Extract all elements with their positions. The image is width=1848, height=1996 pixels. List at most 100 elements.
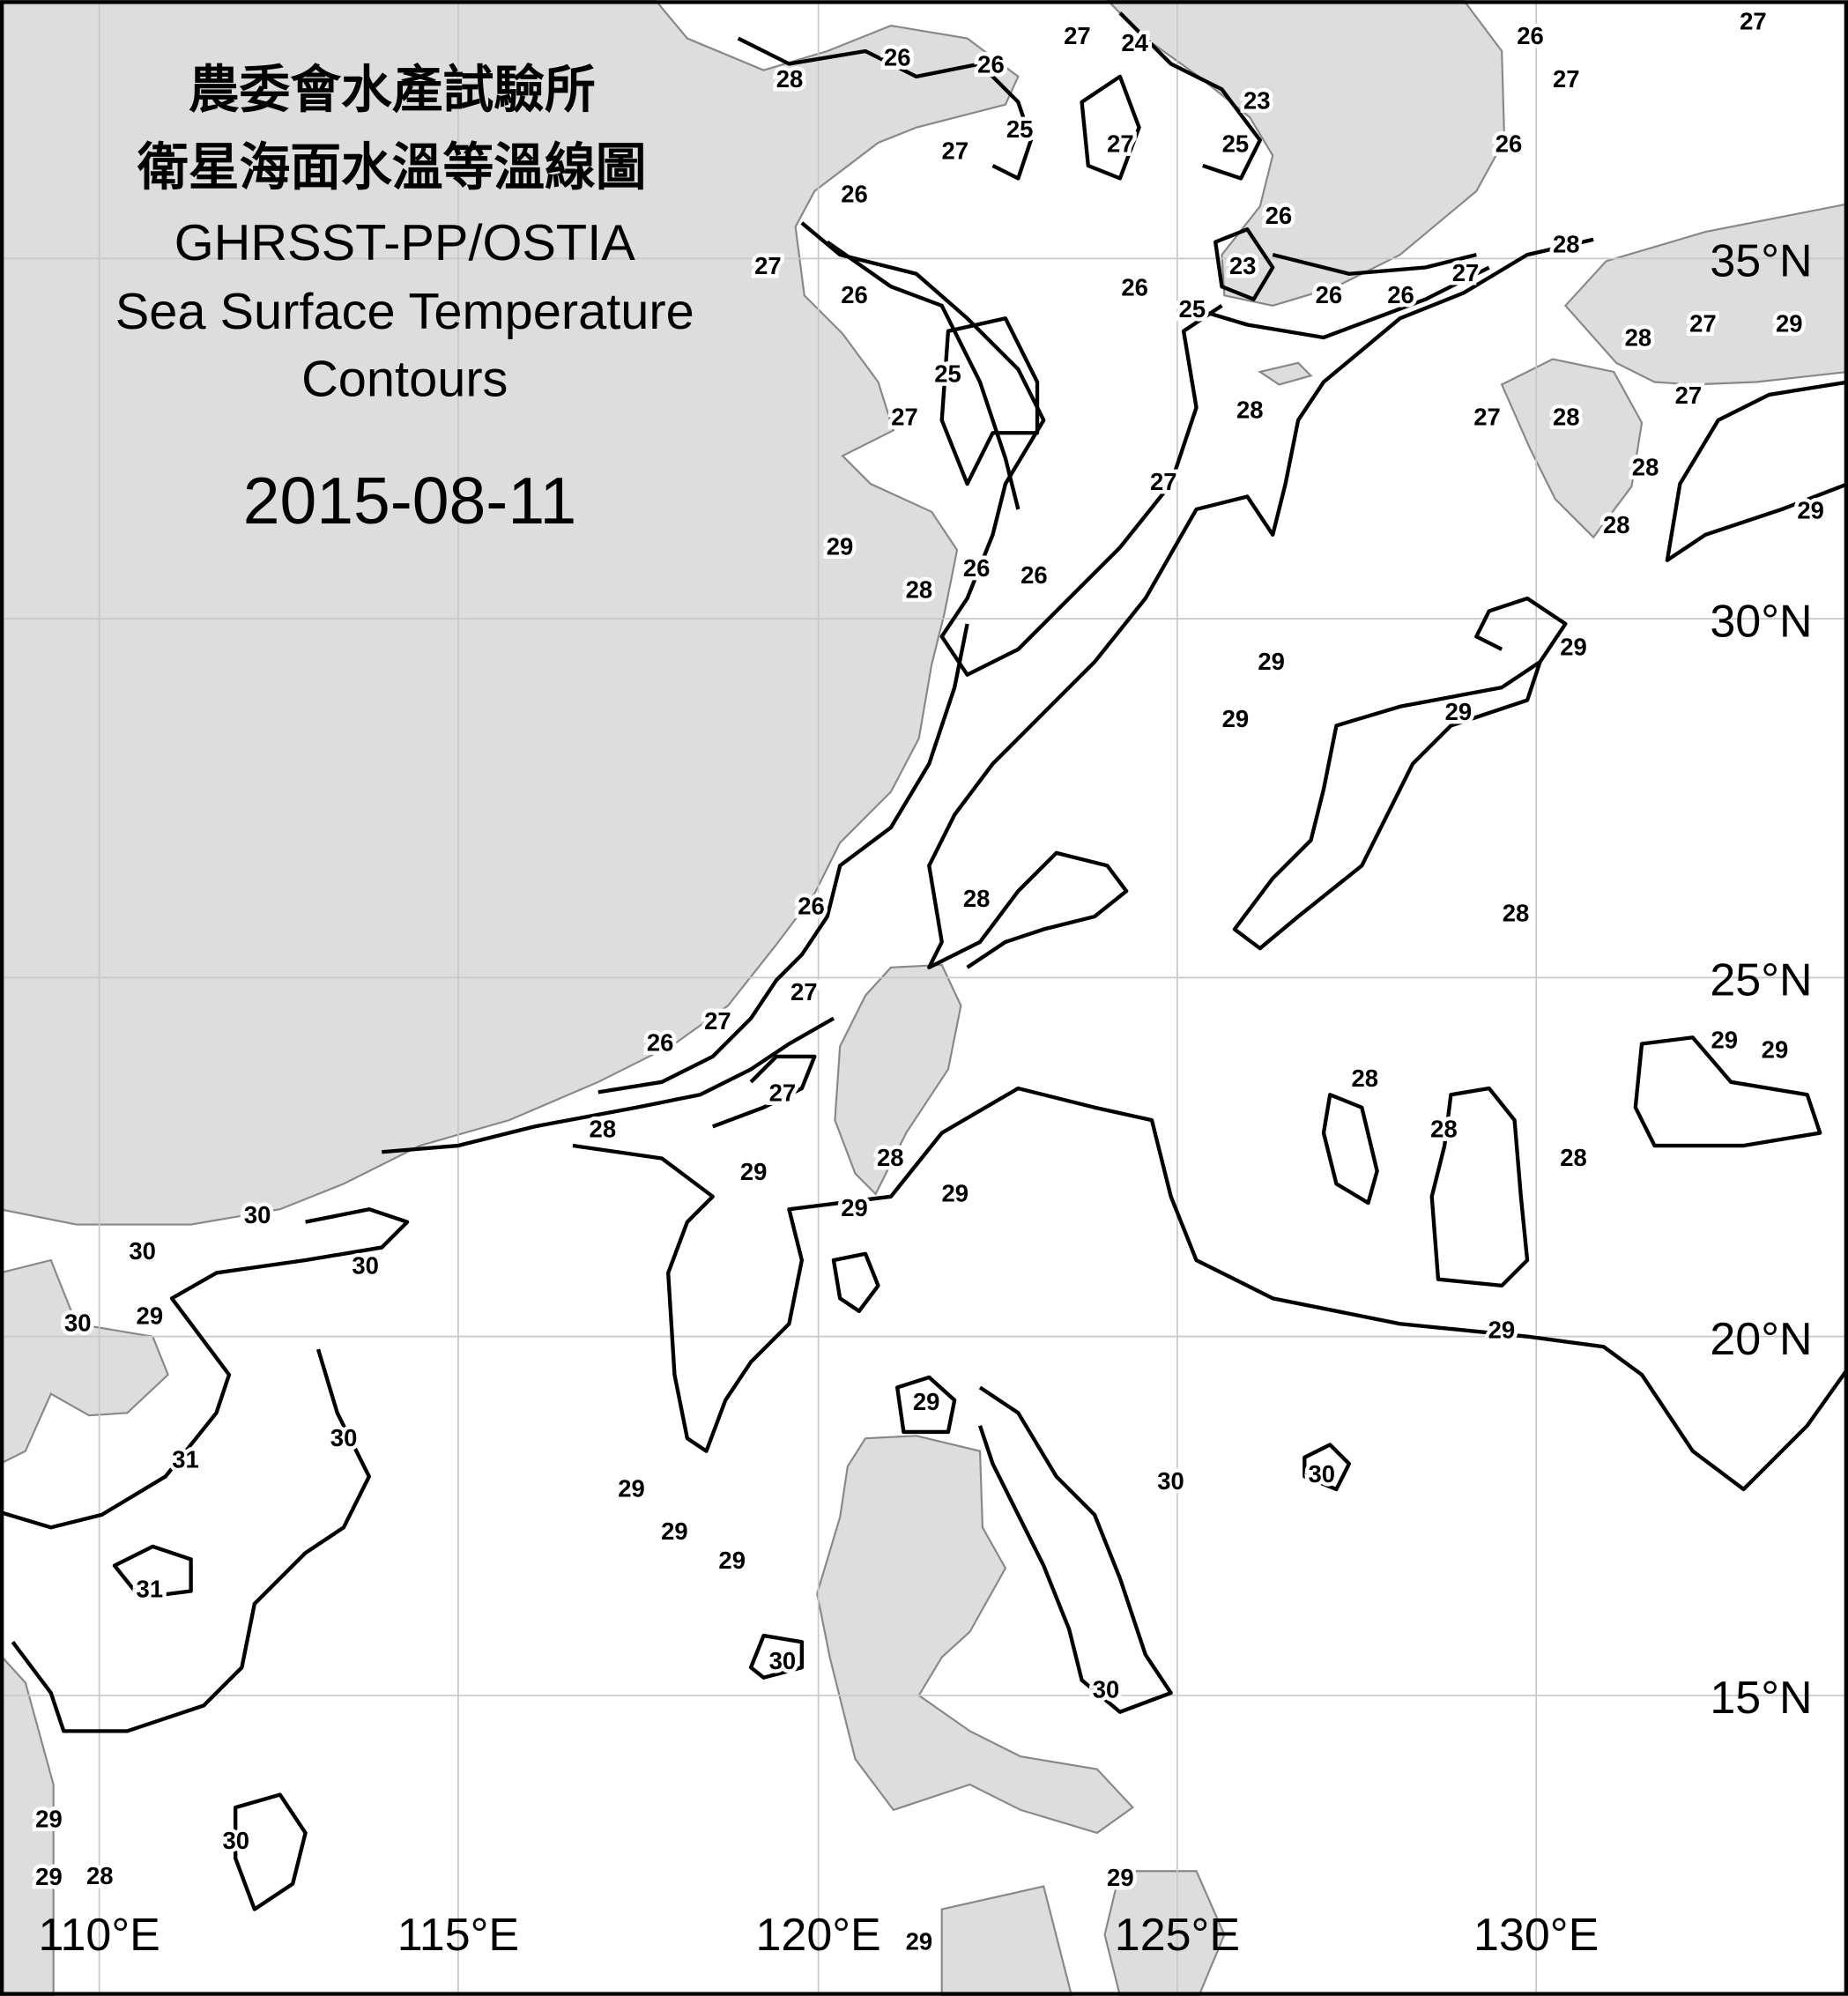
contour-label: 29 <box>1776 309 1803 337</box>
latitude-labels: 35°N 30°N 25°N 20°N 15°N <box>1710 236 1812 1725</box>
isotherm-30-west <box>11 1348 371 1733</box>
contour-label: 27 <box>1452 259 1480 286</box>
land-korea <box>1105 0 1506 307</box>
isotherm-30-small-3 <box>1303 1443 1352 1492</box>
contour-label: 27 <box>754 252 782 279</box>
lon-label-125e: 125°E <box>1115 1910 1240 1961</box>
contour-label: 29 <box>1762 1035 1789 1063</box>
isotherm-29-east-loop <box>1633 1035 1822 1148</box>
land-honshu <box>1563 203 1848 386</box>
lon-label-130e: 130°E <box>1473 1910 1599 1961</box>
contour-labels: 28 26 26 27 24 23 25 25 27 27 26 27 26 26 23 25 26 26 26 27… <box>32 4 1828 1958</box>
contour-label: 28 <box>1503 900 1530 927</box>
contour-label: 28 <box>1560 1144 1587 1171</box>
isotherm-27-yellow-sea <box>800 221 1223 677</box>
contour-label: 27 <box>1107 130 1134 157</box>
title-org-zh: 農委會水產試驗所 <box>189 63 596 119</box>
contour-label: 23 <box>1229 252 1257 279</box>
contour-label: 27 <box>704 1007 731 1035</box>
contour-label: 26 <box>1495 130 1523 157</box>
contour-label: 29 <box>1488 1317 1516 1344</box>
contour-label: 25 <box>1222 130 1250 157</box>
contour-label: 26 <box>1121 274 1148 301</box>
isotherm-27-taiwan-strait <box>711 1054 817 1129</box>
contour-label: 27 <box>790 978 818 1005</box>
isotherm-23-korea-south <box>1213 227 1275 301</box>
contour-label: 29 <box>1445 698 1473 725</box>
isotherm-29-luzon-strait <box>572 1086 1848 1492</box>
contour-label: 26 <box>884 43 911 70</box>
contour-label: 28 <box>963 885 991 912</box>
isotherm-31-loop <box>112 1544 193 1599</box>
contour-label: 28 <box>1553 403 1580 430</box>
contour-label: 29 <box>1797 497 1824 524</box>
contour-label: 27 <box>1064 22 1091 49</box>
contour-label: 30 <box>244 1201 271 1228</box>
contour-label: 29 <box>906 1927 933 1955</box>
isotherm-29-japan-south <box>1665 380 1848 562</box>
land-hainan <box>0 1258 169 1465</box>
contour-label: 28 <box>1352 1065 1379 1092</box>
land-taiwan <box>834 963 962 1196</box>
contour-label: 28 <box>776 65 804 93</box>
isotherm-26-korea-strait <box>1183 265 1490 340</box>
contour-label: 29 <box>1107 1864 1134 1891</box>
title-zh: 衛星海面水溫等溫線圖 <box>137 140 647 197</box>
contour-label: 30 <box>769 1647 797 1674</box>
contour-label: 28 <box>1553 231 1580 258</box>
isotherm-30-small-2 <box>234 1792 308 1911</box>
contour-label: 29 <box>841 1194 868 1221</box>
longitude-labels: 110°E 115°E 120°E 125°E 130°E <box>38 1910 1599 1961</box>
contour-label: 27 <box>1740 8 1767 35</box>
contour-label: 26 <box>1316 281 1343 308</box>
land-china <box>0 0 1020 1226</box>
contour-label: 27 <box>1689 309 1717 337</box>
contour-label: 25 <box>934 360 961 387</box>
contour-label: 26 <box>841 181 868 208</box>
contour-label: 30 <box>64 1310 92 1337</box>
contour-label: 30 <box>1309 1460 1336 1488</box>
contour-label: 29 <box>1222 705 1250 732</box>
contour-label: 27 <box>769 1079 797 1106</box>
isotherm-24-korea <box>1118 11 1262 181</box>
contour-label: 31 <box>172 1446 199 1473</box>
contour-label: 30 <box>222 1827 249 1854</box>
lon-label-115e: 115°E <box>397 1910 519 1961</box>
contour-label: 23 <box>1243 86 1271 114</box>
contour-label: 28 <box>1430 1115 1458 1142</box>
contour-label: 28 <box>1632 453 1659 480</box>
contour-label: 26 <box>647 1028 674 1056</box>
contour-label: 25 <box>1006 115 1034 143</box>
contour-label: 27 <box>1473 403 1501 430</box>
contour-label: 27 <box>941 137 969 165</box>
lat-label-25n: 25°N <box>1710 955 1812 1006</box>
contour-label: 28 <box>1603 511 1630 538</box>
isotherms <box>0 11 1848 1911</box>
isotherm-29-small-1 <box>895 1375 957 1435</box>
isotherm-27-loop <box>1080 74 1141 181</box>
map-date: 2015-08-11 <box>243 464 576 538</box>
contour-label: 29 <box>913 1388 940 1415</box>
isotherm-30-philippine-sea <box>977 1385 1173 1714</box>
isotherm-28-taiwan-strait <box>382 1016 835 1154</box>
isotherm-28-mid <box>1321 1093 1379 1206</box>
contour-label: 30 <box>1157 1467 1184 1495</box>
map-title-block: 農委會水產試驗所 衛星海面水溫等溫線圖 GHRSST-PP/OSTIA Sea … <box>115 63 694 538</box>
contour-label: 29 <box>137 1302 164 1329</box>
contour-label: 27 <box>891 403 918 430</box>
lat-label-20n: 20°N <box>1710 1314 1812 1365</box>
contour-label: 29 <box>661 1517 688 1545</box>
contour-label: 26 <box>1517 22 1544 49</box>
contour-label: 29 <box>35 1863 63 1890</box>
lat-label-15n: 15°N <box>1710 1673 1812 1724</box>
contour-label: 28 <box>1236 396 1264 423</box>
contour-label: 29 <box>1711 1027 1739 1054</box>
isotherm-26-yellow-sea <box>826 240 1020 510</box>
contour-label: 29 <box>718 1547 746 1574</box>
contour-label: 26 <box>1020 561 1048 589</box>
contour-label: 26 <box>1265 202 1293 229</box>
contour-label: 28 <box>877 1144 904 1171</box>
lat-label-30n: 30°N <box>1710 596 1812 647</box>
